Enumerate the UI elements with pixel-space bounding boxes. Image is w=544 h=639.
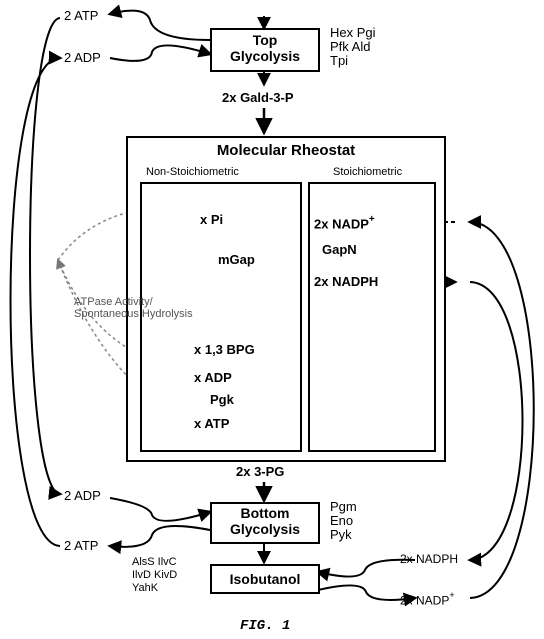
figure-caption: FIG. 1 <box>240 618 290 634</box>
top-glycolysis-title2: Glycolysis <box>212 48 318 64</box>
enzymes-bottom: Pgm Eno Pyk <box>330 500 357 542</box>
label-xpi: x Pi <box>200 212 223 227</box>
label-xatp: x ATP <box>194 416 229 431</box>
label-atpase: ATPase Activity/ Spontaneous Hydrolysis <box>74 296 193 320</box>
bottom-glycolysis-title2: Glycolysis <box>212 521 318 537</box>
label-nadph: 2x NADPH <box>314 274 378 289</box>
rheostat-left-label: Non-Stoichiometric <box>146 166 239 178</box>
label-2adp-top: 2 ADP <box>64 50 101 65</box>
diagram-canvas: Top Glycolysis Hex Pgi Pfk Ald Tpi 2 ATP… <box>0 0 544 639</box>
box-top-glycolysis: Top Glycolysis <box>210 28 320 72</box>
bottom-glycolysis-title1: Bottom <box>212 505 318 521</box>
label-x13bpg: x 1,3 BPG <box>194 342 255 357</box>
label-nadp-plus: 2x NADP+ <box>314 214 375 233</box>
label-nadph-out: 2x NADPH <box>400 552 458 566</box>
label-gapn: GapN <box>322 242 357 257</box>
rheostat-title: Molecular Rheostat <box>128 142 444 159</box>
box-isobutanol: Isobutanol <box>210 564 320 594</box>
label-2x3pg: 2x 3-PG <box>236 464 284 479</box>
rheostat-right-label: Stoichiometric <box>333 166 402 178</box>
label-2atp-bot: 2 ATP <box>64 538 98 553</box>
box-bottom-glycolysis: Bottom Glycolysis <box>210 502 320 544</box>
label-mgap: mGap <box>218 252 255 267</box>
label-xadp: x ADP <box>194 370 232 385</box>
isobutanol-label: Isobutanol <box>230 571 301 587</box>
enzymes-top: Hex Pgi Pfk Ald Tpi <box>330 26 376 68</box>
top-glycolysis-title1: Top <box>212 32 318 48</box>
label-pgk: Pgk <box>210 392 234 407</box>
label-nadp-out: 2x NADP+ <box>400 590 455 609</box>
enzymes-iso: AlsS IlvC IlvD KivD YahK <box>132 556 177 595</box>
label-2adp-bot: 2 ADP <box>64 488 101 503</box>
label-gald3p: 2x Gald-3-P <box>222 90 294 105</box>
label-2atp-top: 2 ATP <box>64 8 98 23</box>
